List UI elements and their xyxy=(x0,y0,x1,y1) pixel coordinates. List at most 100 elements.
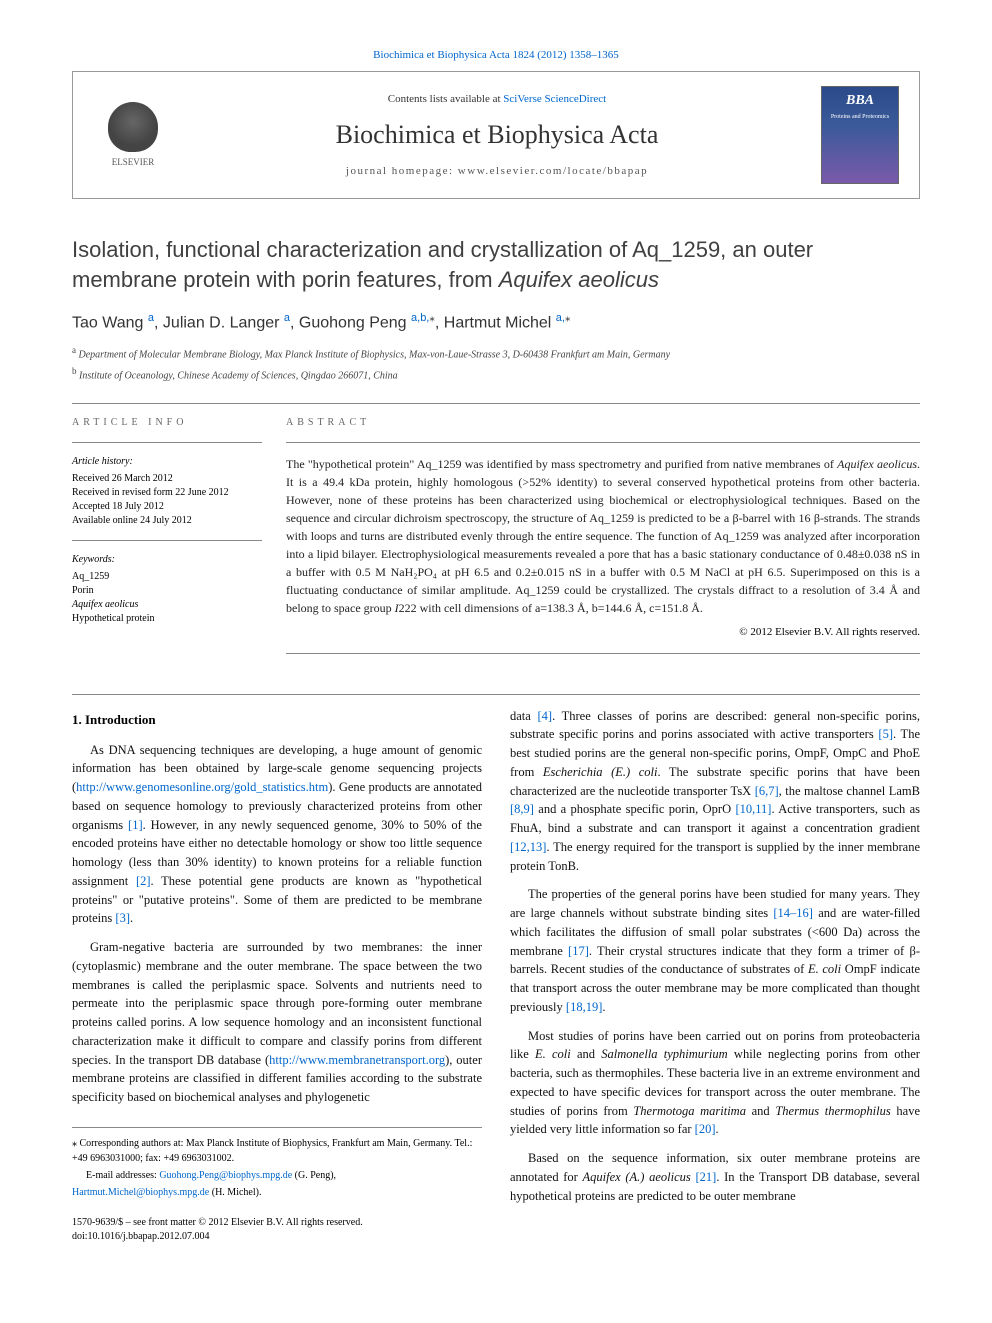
article-info: ARTICLE INFO Article history: Received 2… xyxy=(72,416,262,665)
p3-e: , the maltose channel LamB xyxy=(779,784,920,798)
article-history: Article history: Received 26 March 2012 … xyxy=(72,455,262,528)
title-species: Aquifex aeolicus xyxy=(499,267,659,292)
article-title: Isolation, functional characterization a… xyxy=(72,235,920,294)
ref-1213[interactable]: [12,13] xyxy=(510,840,546,854)
contents-prefix: Contents lists available at xyxy=(388,93,503,105)
p4-e: . xyxy=(602,1000,605,1014)
divider-top xyxy=(72,403,920,404)
keyword-1: Aq_1259 xyxy=(72,570,262,584)
body-left: As DNA sequencing techniques are develop… xyxy=(72,741,482,1107)
ref-1[interactable]: [1] xyxy=(128,818,143,832)
p5-d: and xyxy=(746,1104,775,1118)
history-online: Available online 24 July 2012 xyxy=(72,514,262,528)
contents-available: Contents lists available at SciVerse Sci… xyxy=(173,92,821,107)
email-line-2: Hartmut.Michel@biophys.mpg.de (H. Michel… xyxy=(72,1185,482,1200)
author-4-aff[interactable]: a, xyxy=(556,312,565,324)
author-2: Julian D. Langer xyxy=(163,314,280,331)
abstract-part-0: The "hypothetical protein" Aq_1259 was i… xyxy=(286,457,837,471)
intro-p5: Most studies of porins have been carried… xyxy=(510,1027,920,1140)
author-1-aff[interactable]: a xyxy=(148,312,154,324)
p5-it4: Thermus thermophilus xyxy=(775,1104,890,1118)
journal-homepage: journal homepage: www.elsevier.com/locat… xyxy=(173,164,821,179)
p2-link[interactable]: http://www.membranetransport.org xyxy=(269,1053,445,1067)
ref-1011[interactable]: [10,11] xyxy=(735,802,771,816)
sciencedirect-link[interactable]: SciVerse ScienceDirect xyxy=(503,93,606,105)
journal-header: ELSEVIER Contents lists available at Sci… xyxy=(72,71,920,199)
elsevier-tree-icon xyxy=(108,102,158,152)
journal-center: Contents lists available at SciVerse Sci… xyxy=(173,92,821,179)
article-info-heading: ARTICLE INFO xyxy=(72,416,262,430)
p3-b: . Three classes of porins are described:… xyxy=(510,709,920,742)
aff-b-text: Institute of Oceanology, Chinese Academy… xyxy=(79,370,398,381)
keyword-4: Hypothetical protein xyxy=(72,612,262,626)
divider-info-2 xyxy=(72,540,262,541)
p5-b: and xyxy=(571,1047,602,1061)
cover-subtitle: Proteins and Proteomics xyxy=(831,113,889,121)
author-2-aff[interactable]: a xyxy=(284,312,290,324)
abstract-part-2: . It is a 49.4 kDa protein, highly homol… xyxy=(286,457,920,615)
p5-f: . xyxy=(716,1122,719,1136)
ref-4[interactable]: [4] xyxy=(537,709,552,723)
email-line: E-mail addresses: Guohong.Peng@biophys.m… xyxy=(86,1168,482,1183)
p3-h: . The energy required for the transport … xyxy=(510,840,920,873)
ref-20[interactable]: [20] xyxy=(695,1122,716,1136)
abstract-heading: ABSTRACT xyxy=(286,416,920,430)
front-matter: 1570-9639/$ – see front matter © 2012 El… xyxy=(72,1216,482,1230)
abstract-copyright: © 2012 Elsevier B.V. All rights reserved… xyxy=(286,625,920,640)
p1-link[interactable]: http://www.genomesonline.org/gold_statis… xyxy=(76,780,328,794)
ref-1819[interactable]: [18,19] xyxy=(566,1000,602,1014)
aff-a-sup: a xyxy=(72,345,76,355)
ref-21[interactable]: [21] xyxy=(695,1170,716,1184)
journal-title: Biochimica et Biophysica Acta xyxy=(173,117,821,153)
author-4-corr-icon[interactable]: ⁎ xyxy=(565,312,571,324)
citation-link[interactable]: Biochimica et Biophysica Acta 1824 (2012… xyxy=(373,49,619,61)
p3-it1: Escherichia (E.) coli xyxy=(543,765,658,779)
authors: Tao Wang a, Julian D. Langer a, Guohong … xyxy=(72,311,920,335)
journal-cover-thumb: BBA Proteins and Proteomics xyxy=(821,86,899,184)
divider-abstract-1 xyxy=(286,442,920,443)
p4-it1: E. coli xyxy=(808,962,841,976)
corresponding-note: ⁎ Corresponding authors at: Max Planck I… xyxy=(72,1136,482,1166)
author-4: Hartmut Michel xyxy=(444,314,552,331)
author-3-corr-icon[interactable]: ⁎ xyxy=(429,312,435,324)
ref-89[interactable]: [8,9] xyxy=(510,802,534,816)
publisher-logo: ELSEVIER xyxy=(93,95,173,175)
ref-2[interactable]: [2] xyxy=(136,874,151,888)
page-container: Biochimica et Biophysica Acta 1824 (2012… xyxy=(0,0,992,1284)
keyword-2: Porin xyxy=(72,584,262,598)
p5-it2: Salmonella typhimurium xyxy=(601,1047,727,1061)
column-left: 1. Introduction As DNA sequencing techni… xyxy=(72,707,482,1244)
author-3-aff[interactable]: a,b, xyxy=(411,312,429,324)
aff-b-sup: b xyxy=(72,366,77,376)
intro-p4: The properties of the general porins hav… xyxy=(510,885,920,1016)
ref-17[interactable]: [17] xyxy=(568,944,589,958)
body-columns: 1. Introduction As DNA sequencing techni… xyxy=(72,707,920,1244)
footnotes: ⁎ Corresponding authors at: Max Planck I… xyxy=(72,1127,482,1200)
ref-5[interactable]: [5] xyxy=(878,727,893,741)
abstract: ABSTRACT The "hypothetical protein" Aq_1… xyxy=(286,416,920,665)
title-main: Isolation, functional characterization a… xyxy=(72,237,813,292)
abstract-part-4: 222 with cell dimensions of a=138.3 Å, b… xyxy=(399,601,703,615)
p3-a: data xyxy=(510,709,537,723)
p6-it1: Aquifex (A.) aeolicus xyxy=(583,1170,691,1184)
ref-3[interactable]: [3] xyxy=(115,911,130,925)
cover-logo-text: BBA xyxy=(846,91,874,111)
intro-p3: data [4]. Three classes of porins are de… xyxy=(510,707,920,876)
intro-p1: As DNA sequencing techniques are develop… xyxy=(72,741,482,929)
p5-it1: E. coli xyxy=(535,1047,571,1061)
email-1[interactable]: Guohong.Peng@biophys.mpg.de xyxy=(159,1170,292,1181)
divider-abstract-2 xyxy=(286,653,920,654)
ref-67[interactable]: [6,7] xyxy=(755,784,779,798)
email-2[interactable]: Hartmut.Michel@biophys.mpg.de xyxy=(72,1187,209,1198)
history-label: Article history: xyxy=(72,455,262,469)
history-accepted: Accepted 18 July 2012 xyxy=(72,500,262,514)
abstract-species: Aquifex aeolicus xyxy=(837,457,917,471)
citation-bar: Biochimica et Biophysica Acta 1824 (2012… xyxy=(72,48,920,63)
ref-1416[interactable]: [14–16] xyxy=(773,906,813,920)
column-right: data [4]. Three classes of porins are de… xyxy=(510,707,920,1244)
abstract-text: The "hypothetical protein" Aq_1259 was i… xyxy=(286,455,920,617)
email-2-who: (H. Michel). xyxy=(212,1187,262,1198)
p2-a: Gram-negative bacteria are surrounded by… xyxy=(72,940,482,1067)
email-1-who: (G. Peng), xyxy=(295,1170,336,1181)
email-label: E-mail addresses: xyxy=(86,1170,157,1181)
